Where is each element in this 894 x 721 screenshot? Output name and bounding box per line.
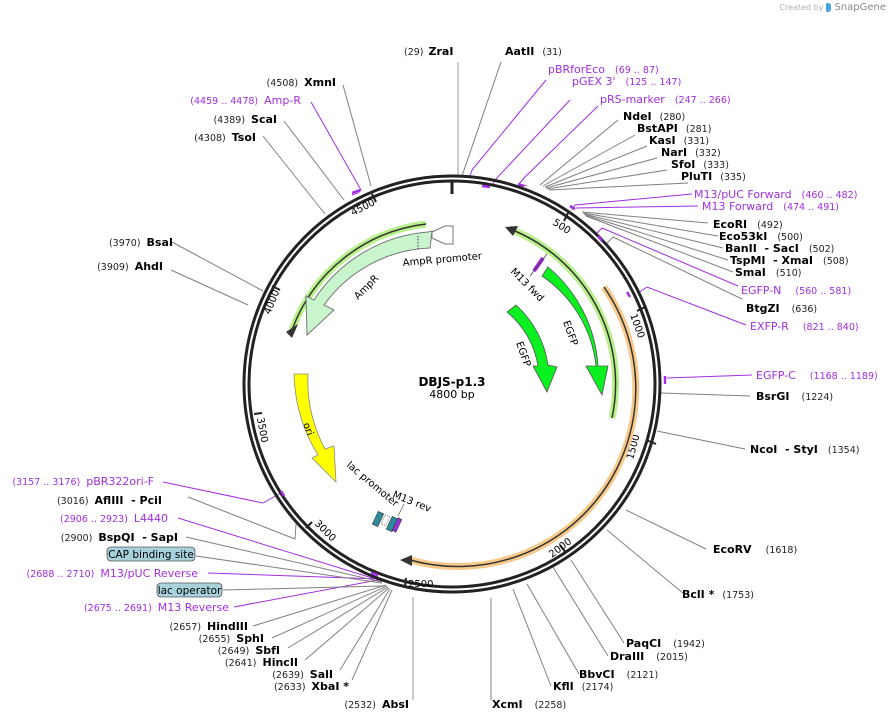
backbone-outer-ring [242,174,662,594]
label-ahdi[interactable]: (3909) AhdI [97,260,163,273]
label-tsoi[interactable]: (4308) TsoI [194,131,256,144]
label-pgex3[interactable]: pGEX 3' (125 .. 147) [572,75,681,88]
label-scai[interactable]: (4389) ScaI [213,113,277,126]
label-amp-r[interactable]: (4459 .. 4478) Amp-R [190,94,301,107]
egfp-outer-label: EGFP [560,319,579,347]
cap-binding-site-box[interactable]: CAP binding site [106,546,196,562]
label-m13-puc-reverse[interactable]: (2688 .. 2710) M13/pUC Reverse [27,567,199,580]
snapgene-logo-icon [826,3,832,12]
label-exfp-r[interactable]: EXFP-R (821 .. 840) [750,320,859,333]
ampr-label: AmpR [352,273,381,302]
lac-promoter-label: lac promoter [344,460,401,510]
label-m13-reverse[interactable]: (2675 .. 2691) M13 Reverse [84,601,229,614]
primer-marks [279,182,667,577]
ampr-orf-arrow [286,220,427,338]
snapgene-credit: Created by SnapGene [779,2,886,13]
egfp-orf-arrow [505,225,620,419]
lac-operator-box[interactable]: lac operator [156,582,223,598]
label-ncoi-styi[interactable]: NcoI - StyI (1354) [750,443,859,456]
label-paqci[interactable]: PaqCI (1942) [626,637,705,650]
label-afliii-pcii[interactable]: (3016) AflIII - PciI [57,494,162,507]
label-egfp-n[interactable]: EGFP-N (560 .. 581) [741,284,851,297]
label-smai[interactable]: SmaI (510) [735,266,801,279]
label-draiii[interactable]: DraIII (2015) [610,650,688,663]
label-bsai[interactable]: (3970) BsaI [109,236,173,249]
label-nari[interactable]: NarI (332) [661,146,721,159]
label-zrai[interactable]: (29) ZraI [404,45,453,58]
m13-rev-label: M13 rev [391,490,433,515]
m13-fwd-primer[interactable]: M13 fwd [508,253,548,304]
label-leader-lines [162,61,753,700]
egfp-inner-feature[interactable]: EGFP [506,304,558,393]
ori-label: ori [300,421,315,437]
label-pbrforeco[interactable]: pBRforEco (69 .. 87) [548,63,659,76]
label-hincii[interactable]: (2641) HincII [225,656,298,669]
credit-brand: SnapGene [834,2,886,13]
ori-feature[interactable]: ori [293,373,337,484]
label-sphi[interactable]: (2655) SphI [199,632,264,645]
label-absi[interactable]: (2532) AbsI [344,698,409,711]
scale-ticks [253,193,657,587]
label-bcli[interactable]: BclI * (1753) [682,588,754,601]
tick-label-500: 500 [550,217,572,237]
label-bstapi[interactable]: BstAPI (281) [637,122,711,135]
label-ecori[interactable]: EcoRI (492) [713,218,783,231]
egfp-inner-label: EGFP [513,340,532,368]
lac-operator-label: lac operator [158,585,222,597]
label-tspmi-xmai[interactable]: TspMI - XmaI (508) [730,254,849,267]
cap-binding-site-label: CAP binding site [108,549,194,561]
m13-rev-mark [391,517,403,533]
plasmid-length: 4800 bp [429,388,474,401]
label-l4440[interactable]: (2906 .. 2923) L4440 [60,512,168,525]
label-btgzi[interactable]: BtgZI (636) [746,302,817,315]
label-eco53ki[interactable]: Eco53kI (500) [719,230,803,243]
ampr-feature[interactable]: AmpR AmpR promoter [305,225,483,337]
tick-label-3500: 3500 [254,417,269,444]
label-kasi[interactable]: KasI (331) [649,134,709,147]
label-sali[interactable]: (2639) SalI [272,668,333,681]
label-egfp-c[interactable]: EGFP-C (1168 .. 1189) [756,369,878,382]
label-bsrgi[interactable]: BsrGI (1224) [756,390,833,403]
tick-label-2500: 2500 [408,579,433,590]
ampr-promoter-arrow [431,225,454,245]
orange-orf-arrow [400,285,640,570]
label-m13-puc-forward[interactable]: M13/pUC Forward (460 .. 482) [694,188,857,201]
label-aatii[interactable]: AatII (31) [505,45,562,58]
label-pbr322ori-f[interactable]: (3157 .. 3176) pBR322ori-F [12,475,154,488]
label-prs-marker[interactable]: pRS-marker (247 .. 266) [600,93,731,106]
label-bbvci[interactable]: BbvCI (2121) [579,668,658,681]
label-xmni[interactable]: (4508) XmnI [267,76,336,89]
label-bspqi-sapi[interactable]: (2900) BspQI - SapI [61,531,178,544]
label-ecorv[interactable]: EcoRV (1618) [713,543,797,556]
lac-region[interactable]: lac promoter M13 rev [344,460,433,533]
ampr-promoter-label: AmpR promoter [402,251,483,269]
plasmid-name: DBJS-p1.3 [418,375,485,389]
label-hindiii[interactable]: (2657) HindIII [169,620,248,633]
site-labels: (29) ZraI AatII (31) pBRforEco (69 .. 87) p… [12,45,877,711]
credit-prefix: Created by [779,3,824,12]
label-sfoi[interactable]: SfoI (333) [671,158,729,171]
label-xcmi[interactable]: XcmI (2258) [492,698,566,711]
label-m13-forward[interactable]: M13 Forward (474 .. 491) [702,200,839,213]
cap-binding-mark [371,510,385,528]
label-ndei[interactable]: NdeI (280) [623,110,685,123]
m13-fwd-label: M13 fwd [508,266,546,304]
label-sbfi[interactable]: (2649) SbfI [218,644,280,657]
label-banii-saci[interactable]: BanII - SacI (502) [725,242,834,255]
label-xbai[interactable]: (2633) XbaI * [274,680,349,693]
label-pluti[interactable]: PluTI (335) [681,170,746,183]
label-kfli[interactable]: KflI (2174) [553,680,613,693]
